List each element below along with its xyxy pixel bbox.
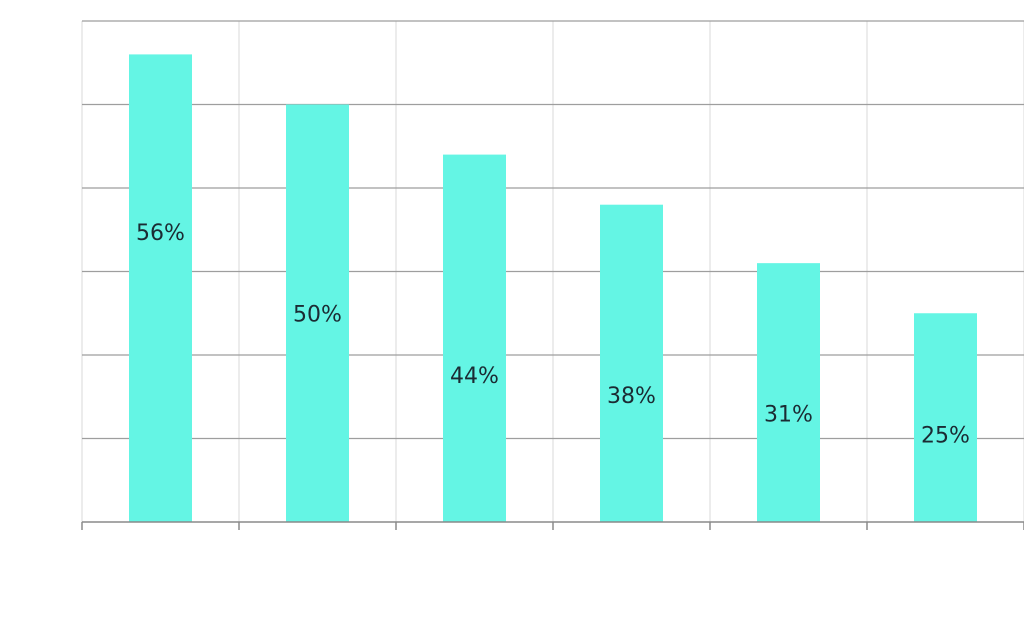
bar-data-label: 31%: [764, 402, 813, 427]
grid-layer: [81, 20, 1024, 522]
bar: [286, 104, 349, 522]
bar: [443, 154, 506, 522]
bar: [914, 313, 977, 522]
bar-data-label: 56%: [136, 221, 185, 246]
x-axis: [81, 521, 1024, 530]
bar-data-label: 25%: [921, 423, 970, 448]
bar-data-label: 38%: [607, 384, 656, 409]
bar: [757, 263, 820, 522]
bars-layer: [129, 54, 977, 523]
bar-data-label: 50%: [293, 302, 342, 327]
bar: [600, 204, 663, 522]
data-labels-layer: 56% 50% 44% 38% 31% 25%: [136, 221, 970, 448]
bar-data-label: 44%: [450, 364, 499, 389]
bar: [129, 54, 192, 523]
